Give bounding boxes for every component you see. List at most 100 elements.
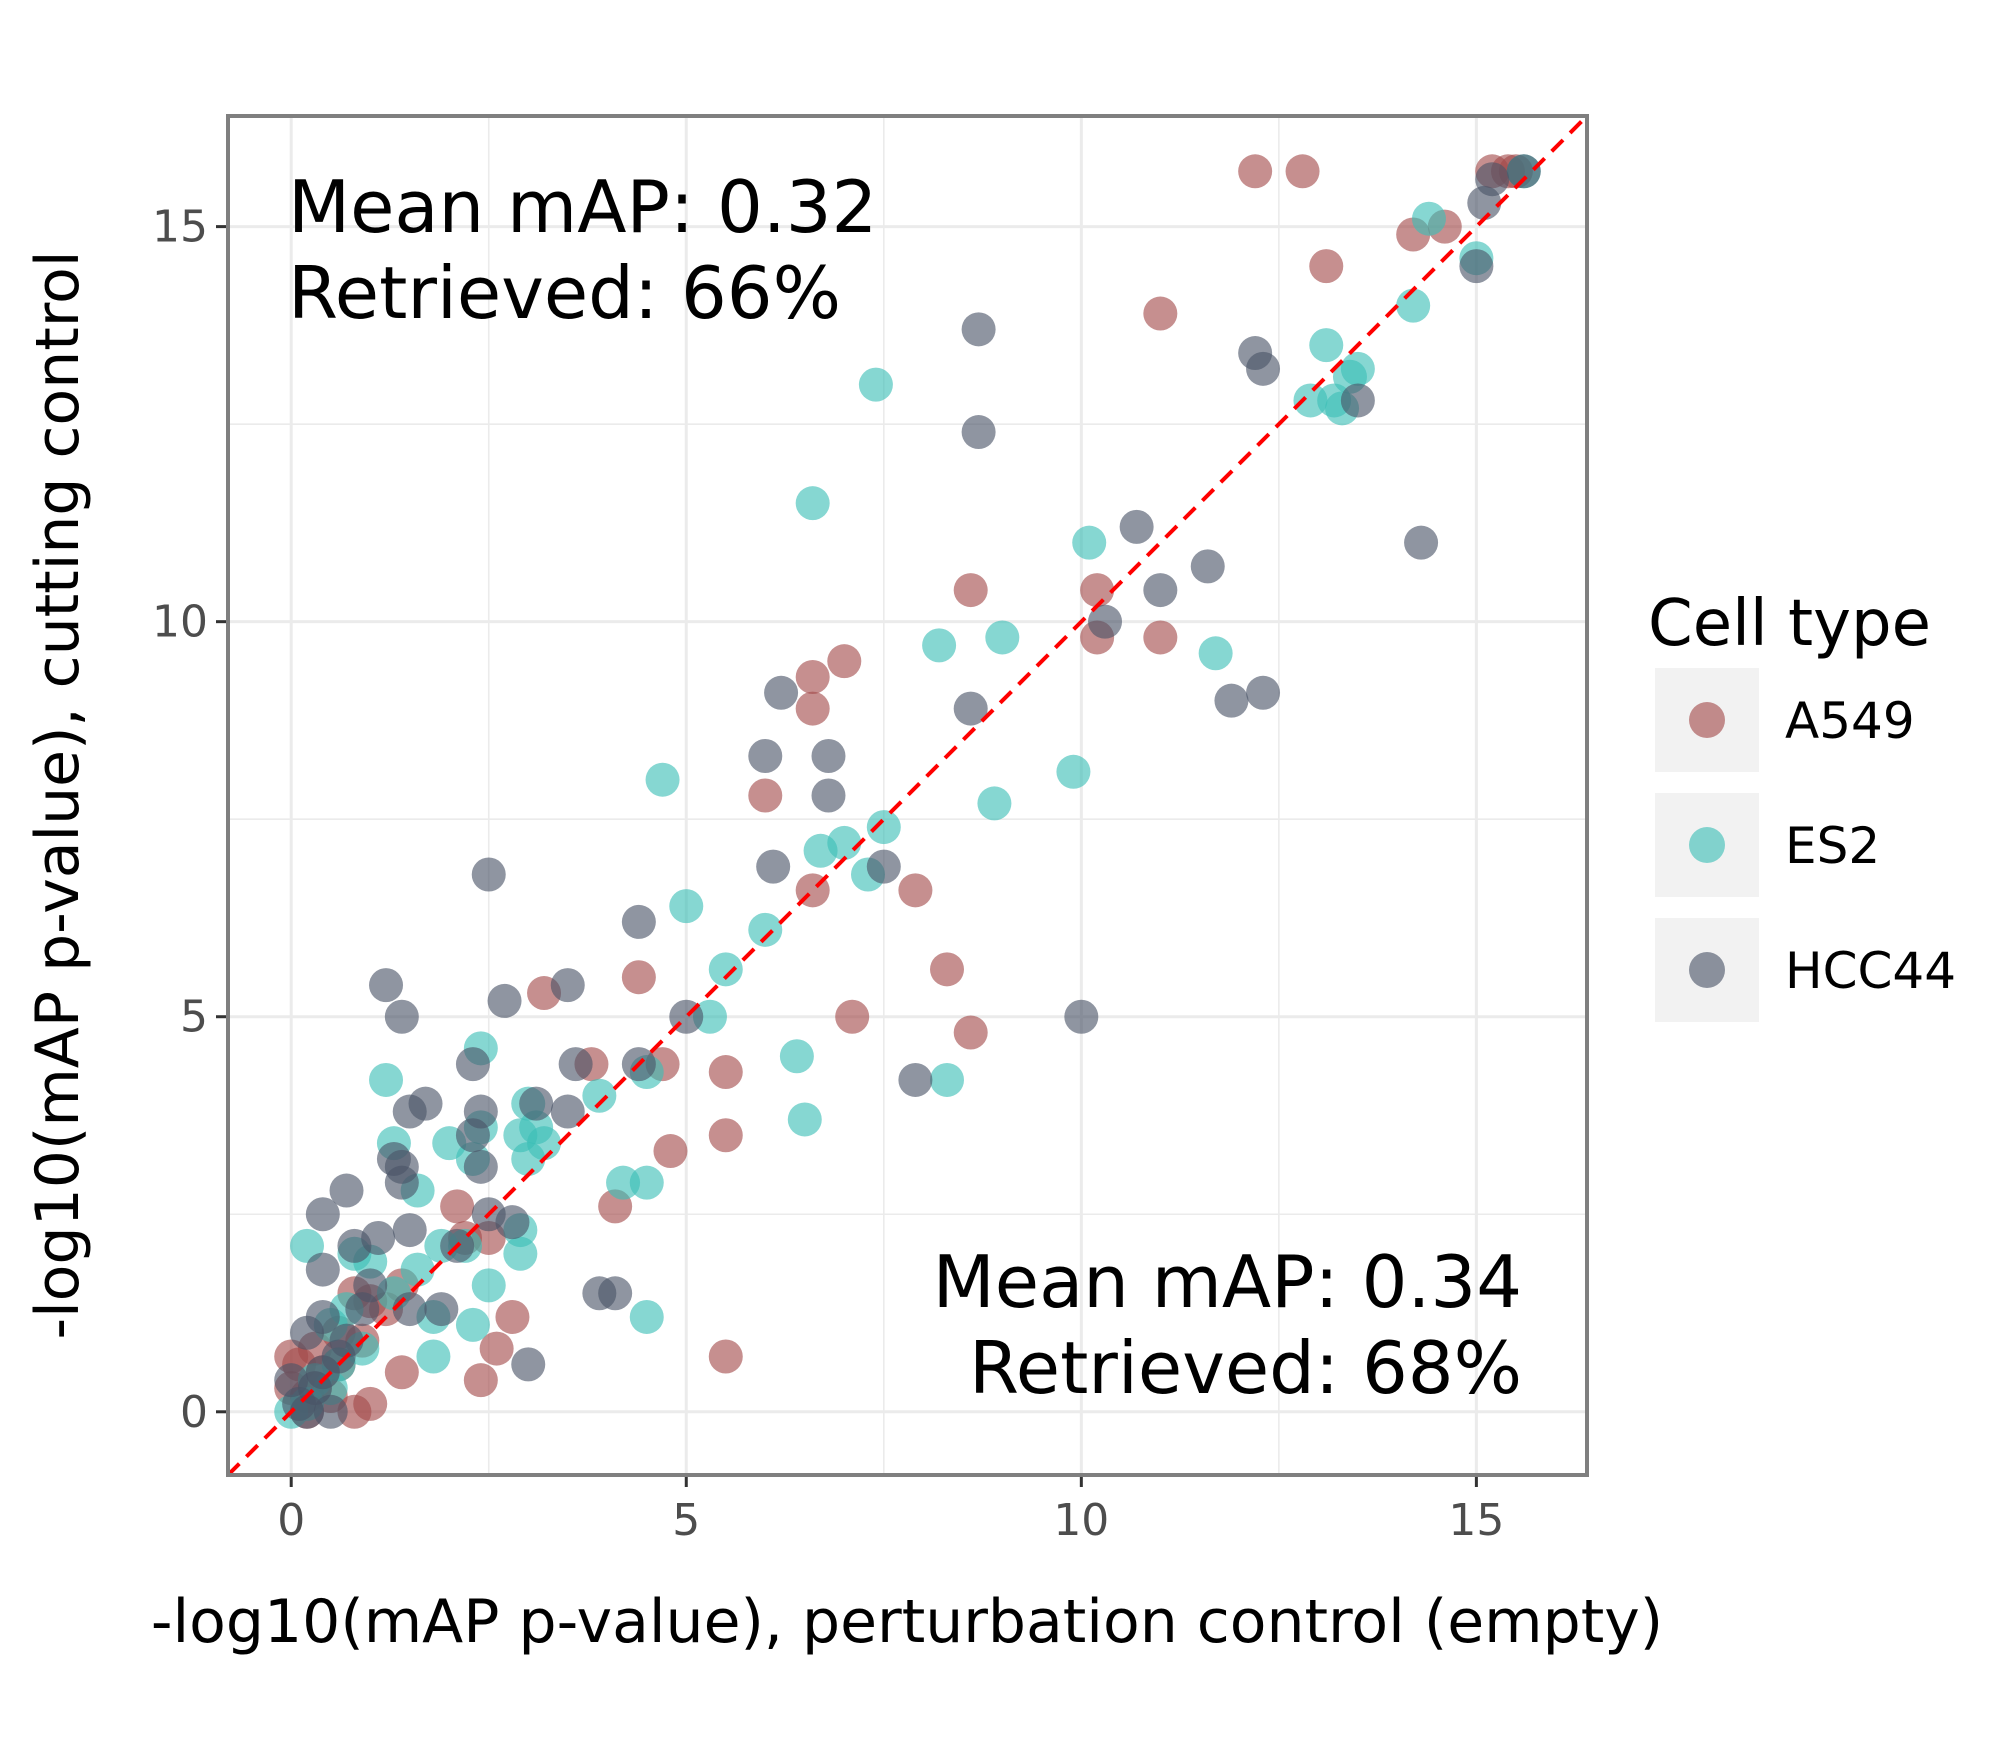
data-point [779, 1039, 814, 1074]
data-point [1072, 525, 1107, 560]
data-point [329, 1173, 364, 1208]
data-point [424, 1292, 459, 1327]
data-point [764, 675, 799, 710]
data-point [1056, 754, 1091, 789]
data-point [961, 312, 996, 347]
annotation-top-left-line2: Retrieved: 66% [288, 251, 841, 335]
data-point [1080, 573, 1115, 608]
data-point [455, 1118, 490, 1153]
data-point [487, 983, 522, 1018]
data-point [384, 1355, 419, 1390]
data-point [440, 1189, 475, 1224]
data-point [1190, 549, 1225, 584]
data-point [621, 904, 656, 939]
data-point [977, 786, 1012, 821]
data-point [866, 849, 901, 884]
x-tick-label: 0 [277, 1495, 305, 1546]
data-point [1088, 604, 1123, 639]
data-point [748, 738, 783, 773]
data-point [463, 1363, 498, 1398]
data-point [930, 1062, 965, 1097]
data-point [961, 415, 996, 450]
data-point [369, 968, 404, 1003]
data-point [369, 1062, 404, 1097]
data-point [1119, 509, 1154, 544]
x-tick-label: 10 [1053, 1495, 1109, 1546]
data-point [645, 762, 680, 797]
data-point [795, 486, 830, 521]
legend-key-dot [1689, 827, 1725, 863]
y-axis-title: -log10(mAP p-value), cutting control [23, 250, 93, 1339]
data-point [930, 952, 965, 987]
data-point [455, 1307, 490, 1342]
data-point [795, 691, 830, 726]
data-point [1467, 185, 1502, 220]
data-point [985, 620, 1020, 655]
data-point [471, 857, 506, 892]
data-point [1238, 154, 1273, 189]
annotation-bottom-right-line2: Retrieved: 68% [969, 1326, 1522, 1410]
data-point [922, 628, 957, 663]
data-point [835, 999, 870, 1034]
legend-label-a549: A549 [1785, 692, 1915, 750]
data-point [1198, 636, 1233, 671]
data-point [503, 1236, 538, 1271]
data-point [629, 1165, 664, 1200]
x-tick-label: 5 [672, 1495, 700, 1546]
data-point [1309, 328, 1344, 363]
data-point [621, 960, 656, 995]
data-point [400, 1252, 435, 1287]
data-point [598, 1276, 633, 1311]
data-point [471, 1268, 506, 1303]
data-point [692, 999, 727, 1034]
data-point [653, 1134, 688, 1169]
legend-title: Cell type [1648, 587, 1931, 661]
data-point [337, 1228, 372, 1263]
data-point [1246, 675, 1281, 710]
grid-lines [228, 116, 1587, 1475]
data-point [1064, 999, 1099, 1034]
data-point [827, 644, 862, 679]
data-point [329, 1323, 364, 1358]
data-point [274, 1363, 309, 1398]
data-point [384, 1165, 419, 1200]
data-point [811, 738, 846, 773]
data-point [511, 1347, 546, 1382]
data-point [708, 1339, 743, 1374]
data-point [479, 1331, 514, 1366]
data-point [416, 1339, 451, 1374]
data-point [953, 573, 988, 608]
data-point [313, 1394, 348, 1429]
data-point [898, 1062, 933, 1097]
data-point [606, 1165, 641, 1200]
data-point [305, 1197, 340, 1232]
data-point [392, 1213, 427, 1248]
data-point [708, 1118, 743, 1153]
data-point [756, 849, 791, 884]
data-point [787, 1102, 822, 1137]
y-tick-label: 5 [180, 992, 208, 1043]
data-point [384, 999, 419, 1034]
data-point [1214, 683, 1249, 718]
y-tick-label: 0 [180, 1387, 208, 1438]
data-points [274, 154, 1541, 1429]
data-point [866, 810, 901, 845]
data-point [495, 1205, 530, 1240]
data-point [708, 952, 743, 987]
axis-ticks: 0 5 10 15 0 5 10 15 [152, 202, 1504, 1546]
data-point [353, 1386, 388, 1421]
y-tick-label: 10 [152, 597, 208, 648]
data-point [345, 1292, 380, 1327]
data-point [953, 691, 988, 726]
plot-border [226, 114, 1589, 1477]
identity-reference-line [228, 116, 1587, 1475]
data-point [290, 1315, 325, 1350]
data-point [1396, 288, 1431, 323]
data-point [1404, 525, 1439, 560]
data-point [550, 968, 585, 1003]
data-point [519, 1086, 554, 1121]
legend: Cell type A549 ES2 HCC44 [1648, 587, 1956, 1022]
data-point [1411, 201, 1446, 236]
data-point [953, 1015, 988, 1050]
